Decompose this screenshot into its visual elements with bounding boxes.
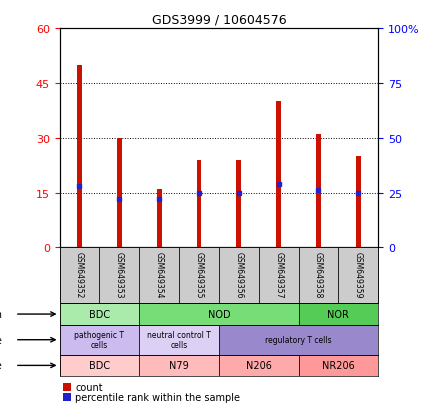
Bar <box>298 304 378 325</box>
Bar <box>196 160 201 248</box>
Text: BDC: BDC <box>89 361 110 370</box>
Bar <box>60 325 139 355</box>
Bar <box>157 190 162 248</box>
Text: GSM649354: GSM649354 <box>155 252 164 298</box>
Bar <box>99 248 139 304</box>
Text: neutral control T
cells: neutral control T cells <box>147 330 211 349</box>
Bar <box>60 355 139 376</box>
Text: N206: N206 <box>246 361 272 370</box>
Bar <box>139 304 298 325</box>
Text: regulatory T cells: regulatory T cells <box>265 335 332 344</box>
Bar <box>63 393 71 401</box>
Bar <box>276 102 281 248</box>
Bar <box>139 355 219 376</box>
Text: count: count <box>76 382 103 392</box>
Bar <box>259 248 298 304</box>
Bar <box>338 248 378 304</box>
Text: GSM649355: GSM649355 <box>195 252 204 298</box>
Bar <box>63 382 71 391</box>
Text: GSM649359: GSM649359 <box>354 252 363 298</box>
Bar <box>117 138 122 248</box>
Text: cell type: cell type <box>0 335 2 345</box>
Text: NR206: NR206 <box>322 361 355 370</box>
Bar <box>219 355 298 376</box>
Text: GSM649356: GSM649356 <box>234 252 243 298</box>
Text: percentile rank within the sample: percentile rank within the sample <box>76 392 241 402</box>
Bar <box>139 325 219 355</box>
Text: NOD: NOD <box>207 309 230 319</box>
Bar <box>60 304 139 325</box>
Bar <box>219 325 378 355</box>
Text: BDC: BDC <box>89 309 110 319</box>
Bar <box>77 65 82 248</box>
Bar <box>219 248 259 304</box>
Title: GDS3999 / 10604576: GDS3999 / 10604576 <box>152 13 286 26</box>
Text: N79: N79 <box>169 361 189 370</box>
Text: NOR: NOR <box>328 309 349 319</box>
Text: pathogenic T
cells: pathogenic T cells <box>74 330 125 349</box>
Bar <box>139 248 179 304</box>
Bar <box>356 157 361 248</box>
Bar <box>298 355 378 376</box>
Text: cell line: cell line <box>0 361 2 370</box>
Bar <box>179 248 219 304</box>
Text: GSM649357: GSM649357 <box>274 252 283 298</box>
Text: GSM649352: GSM649352 <box>75 252 84 298</box>
Bar <box>316 135 321 248</box>
Text: GSM649353: GSM649353 <box>115 252 124 298</box>
Text: strain: strain <box>0 309 2 319</box>
Bar <box>236 160 241 248</box>
Bar <box>60 248 99 304</box>
Bar <box>298 248 338 304</box>
Text: GSM649358: GSM649358 <box>314 252 323 298</box>
